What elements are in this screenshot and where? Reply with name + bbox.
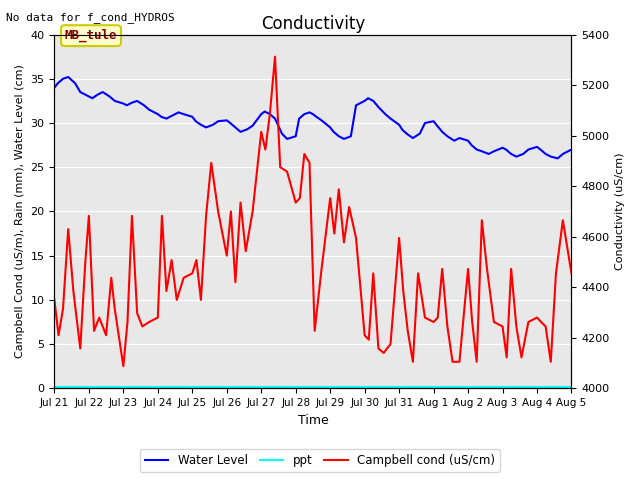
Title: Conductivity: Conductivity [261,15,365,33]
Y-axis label: Campbell Cond (uS/m), Rain (mm), Water Level (cm): Campbell Cond (uS/m), Rain (mm), Water L… [15,64,25,359]
Text: MB_tule: MB_tule [65,29,117,42]
Text: No data for f_cond_HYDROS: No data for f_cond_HYDROS [6,12,175,23]
Legend: Water Level, ppt, Campbell cond (uS/cm): Water Level, ppt, Campbell cond (uS/cm) [140,449,500,472]
X-axis label: Time: Time [298,414,328,427]
Y-axis label: Conductivity (uS/cm): Conductivity (uS/cm) [615,153,625,270]
